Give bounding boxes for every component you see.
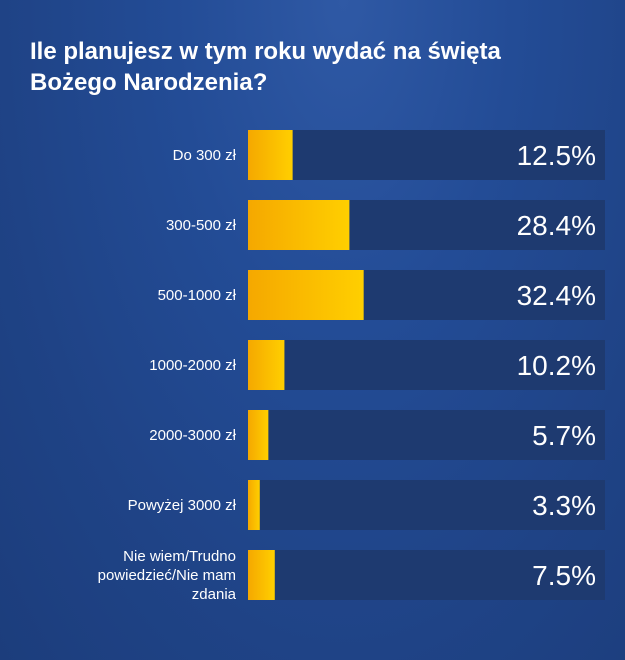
bar-track — [248, 340, 605, 390]
data-label: 5.7% — [532, 420, 596, 451]
bar — [248, 200, 350, 250]
bar — [248, 130, 293, 180]
category-label: 1000-2000 zł — [149, 357, 236, 374]
bar — [248, 410, 269, 460]
chart-title: Ile planujesz w tym roku wydać na święta… — [30, 38, 501, 96]
bar — [248, 270, 364, 320]
data-label: 32.4% — [517, 280, 596, 311]
data-label: 3.3% — [532, 490, 596, 521]
bar-track — [248, 550, 605, 600]
category-label: 2000-3000 zł — [149, 427, 236, 444]
category-label: 300-500 zł — [166, 217, 237, 234]
data-label: 12.5% — [517, 140, 596, 171]
data-label: 28.4% — [517, 210, 596, 241]
bar — [248, 340, 285, 390]
data-label: 10.2% — [517, 350, 596, 381]
category-label: 500-1000 zł — [158, 287, 237, 304]
bar — [248, 480, 260, 530]
bar-track — [248, 410, 605, 460]
bar-track — [248, 130, 605, 180]
category-label: Do 300 zł — [173, 147, 237, 164]
bar — [248, 550, 275, 600]
category-label: Powyżej 3000 zł — [128, 497, 237, 514]
category-label: Nie wiem/Trudno powiedzieć/Nie mam zdania — [98, 548, 237, 603]
data-label: 7.5% — [532, 560, 596, 591]
bar-track — [248, 480, 605, 530]
